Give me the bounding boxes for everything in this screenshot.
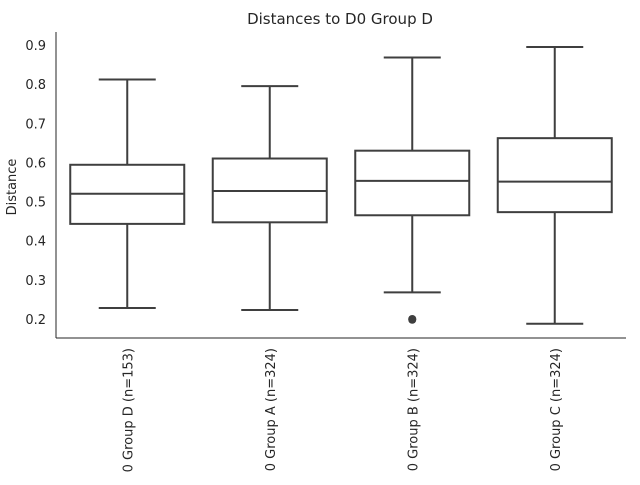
box-1	[69, 78, 186, 310]
y-tick-label: 0.2	[25, 313, 46, 328]
box-4	[496, 45, 613, 325]
axes: 0.2 0.3 0.4 0.5 0.6 0.7 0.8 0.9 0 Group D (n=153…	[25, 32, 626, 472]
y-tick-label: 0.6	[25, 156, 46, 171]
x-tick-label: 0 Group D (n=153)	[121, 348, 136, 472]
y-tick-label: 0.4	[25, 235, 46, 250]
y-tick-label: 0.5	[25, 196, 46, 211]
box-2	[211, 85, 328, 311]
chart-title: Distances to D0 Group D	[247, 10, 433, 28]
iqr-box	[354, 149, 471, 217]
x-tick-label: 0 Group A (n=324)	[264, 348, 279, 471]
iqr-box	[496, 137, 613, 214]
plot-area	[69, 45, 613, 325]
y-tick-label: 0.7	[25, 117, 46, 132]
box-3	[354, 56, 471, 324]
y-axis-label: Distance	[5, 159, 20, 216]
y-tick-label: 0.8	[25, 78, 46, 93]
y-tick-label: 0.9	[25, 39, 46, 54]
outlier-point	[408, 315, 417, 323]
y-tick-label: 0.3	[25, 274, 46, 289]
x-tick-label: 0 Group C (n=324)	[549, 348, 564, 471]
x-tick-label: 0 Group B (n=324)	[406, 348, 421, 471]
